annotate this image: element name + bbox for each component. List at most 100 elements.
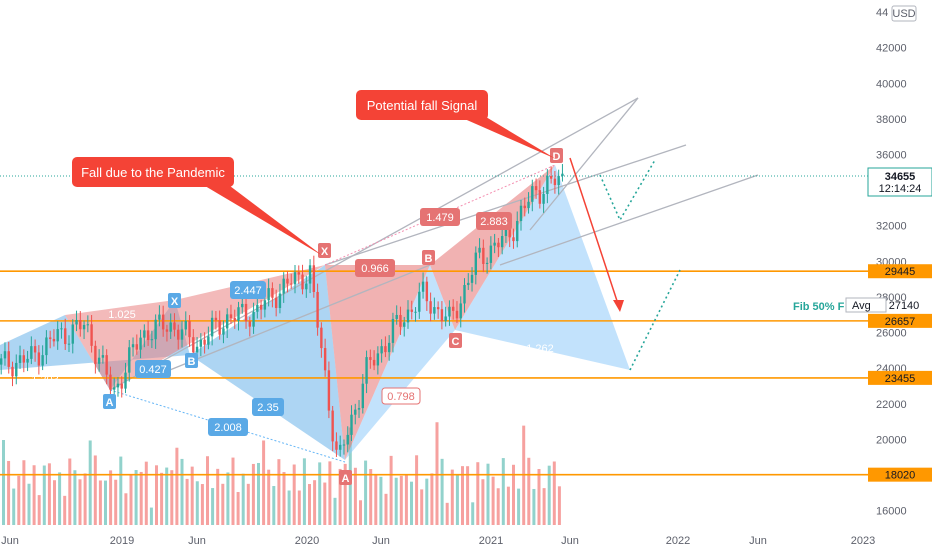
- volume-bar: [277, 459, 281, 525]
- candle-body: [497, 242, 500, 248]
- candle-body: [478, 247, 481, 253]
- candle-body: [346, 434, 349, 445]
- volume-bar: [450, 469, 454, 525]
- candle-body: [210, 317, 214, 337]
- ratio-box: [355, 259, 395, 277]
- volume-bar: [195, 481, 199, 525]
- candle-body: [22, 355, 25, 363]
- volume-bar: [308, 484, 311, 525]
- y-tick-label: 22000: [876, 399, 907, 411]
- volume-bar: [364, 460, 368, 525]
- candle-body: [523, 205, 526, 209]
- point-label: B: [425, 253, 433, 265]
- volume-bar: [272, 486, 276, 525]
- volume-bar: [287, 490, 291, 525]
- volume-bar: [353, 467, 357, 525]
- level-tag-text: 29445: [885, 266, 916, 278]
- candle-body: [177, 329, 180, 340]
- volume-bar: [323, 482, 327, 525]
- volume-bar: [42, 465, 46, 525]
- candle-body: [519, 205, 523, 221]
- candle-body: [195, 346, 199, 353]
- candle-body: [561, 173, 564, 176]
- projection-arrows: [569, 157, 681, 371]
- candle-body: [116, 383, 120, 388]
- avg-tag-box: [845, 297, 887, 313]
- volume-bar: [73, 470, 77, 525]
- volume-bar: [486, 463, 490, 525]
- volume-bar: [134, 470, 138, 525]
- x-tick-label: Jun: [188, 535, 206, 547]
- candle-body: [542, 194, 545, 204]
- callout-text: Fall due to the Pandemic: [81, 165, 225, 180]
- pattern-1-fill-c: [190, 265, 345, 460]
- candle-body: [410, 309, 413, 312]
- candle-body: [18, 355, 22, 363]
- candle-body: [391, 318, 395, 343]
- candle-body: [335, 441, 338, 450]
- candle-body: [158, 314, 161, 320]
- volume-bar: [144, 461, 148, 525]
- point-label: C: [452, 336, 460, 348]
- candle-body: [143, 330, 146, 338]
- volume-bar: [491, 476, 495, 525]
- candle-body: [290, 283, 293, 285]
- candle-body: [94, 345, 97, 364]
- volume-bar: [297, 490, 301, 525]
- candle-body: [3, 351, 7, 359]
- candle-body: [531, 186, 534, 202]
- candle-body: [546, 176, 549, 195]
- current-price-timer: 12:14:24: [879, 183, 922, 195]
- x-tick-label: Jun: [749, 535, 767, 547]
- candle-body: [135, 344, 138, 350]
- volume-bar: [139, 471, 143, 525]
- volume-bar: [231, 457, 235, 525]
- trend-line-2[interactable]: [324, 144, 687, 266]
- volume-bar: [200, 484, 204, 525]
- candle-body: [113, 387, 116, 390]
- candle-body: [124, 372, 127, 389]
- candle-body: [184, 320, 187, 330]
- volume-bar: [557, 486, 561, 525]
- candle-body: [90, 324, 93, 346]
- candle-body: [365, 357, 368, 384]
- pattern-2-fill-c: [345, 265, 455, 460]
- level-tag: [868, 313, 932, 328]
- volume-bar: [542, 488, 546, 525]
- candle-body: [489, 245, 493, 263]
- candle-body: [41, 355, 44, 366]
- candle-body: [101, 355, 105, 358]
- avg-value: 27140: [889, 300, 920, 312]
- candle-body: [244, 303, 248, 322]
- time-axis[interactable]: Jun 2019 Jun 2020 Jun 2021 Jun 2022 Jun 2023: [1, 535, 875, 547]
- volume-bar: [537, 469, 541, 525]
- volume-bar: [32, 465, 36, 525]
- price-axis[interactable]: 1600018000200002200024000260002800030000…: [845, 0, 932, 550]
- currency-label: USD: [892, 8, 915, 20]
- volume-bar: [236, 492, 240, 525]
- point-badge-x2: [168, 293, 181, 308]
- fib-text: Fib 50% F: [793, 301, 845, 313]
- volume-bar: [12, 488, 16, 525]
- currency-badge[interactable]: [891, 5, 917, 22]
- volume-bar: [180, 458, 184, 525]
- point-label: A: [106, 397, 114, 409]
- candle-body: [493, 242, 496, 246]
- volume-bar: [58, 472, 62, 525]
- candle-body: [387, 342, 391, 353]
- volume-bar: [471, 502, 475, 525]
- volume-bar: [267, 469, 271, 525]
- y-tick-label: 16000: [876, 506, 907, 518]
- trend-line-4[interactable]: [529, 97, 639, 231]
- point-label: X: [171, 296, 179, 308]
- x-tick-label: 2019: [110, 535, 134, 547]
- candle-body: [154, 319, 157, 340]
- projected-fall-arrow: [569, 157, 621, 311]
- volume-bar: [302, 458, 306, 525]
- trend-line-3[interactable]: [499, 174, 759, 266]
- volume-bar: [165, 467, 169, 525]
- y-tick-label: 26000: [876, 328, 907, 340]
- volume-bar: [155, 465, 158, 525]
- candle-body: [169, 322, 172, 332]
